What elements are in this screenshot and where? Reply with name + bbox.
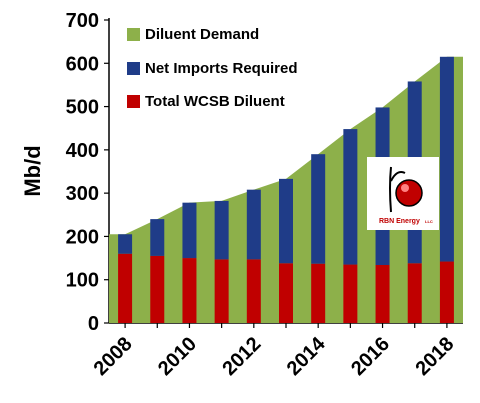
y-tick-label: 700	[66, 10, 99, 32]
legend-swatch	[127, 95, 140, 108]
bar-wcsb-2011	[214, 259, 229, 323]
x-tick-label: 2010	[154, 333, 201, 380]
y-tick-label: 500	[66, 97, 99, 119]
bar-imports-2010	[182, 202, 197, 259]
bar-imports-2012	[246, 189, 261, 260]
bar-wcsb-2010	[182, 258, 197, 323]
logo-ball	[395, 179, 423, 207]
x-tick-label: 2018	[411, 333, 458, 380]
bar-imports-2011	[214, 200, 229, 260]
y-tick-label: 0	[88, 313, 99, 335]
legend-swatch	[127, 28, 140, 41]
logo-stroke-arc	[390, 171, 406, 182]
bar-wcsb-2016	[375, 264, 390, 323]
bar-imports-2018	[439, 56, 454, 262]
bar-wcsb-2017	[407, 263, 422, 323]
bar-imports-2008	[118, 234, 133, 254]
logo-stroke-r	[389, 166, 392, 213]
bar-wcsb-2013	[279, 263, 293, 323]
bar-wcsb-2008	[118, 253, 133, 323]
y-axis-label: Mb/d	[20, 145, 45, 196]
legend-label: Total WCSB Diluent	[145, 93, 285, 110]
bar-imports-2013	[279, 178, 293, 264]
bar-imports-2009	[150, 219, 165, 256]
logo-ball-highlight	[401, 184, 409, 192]
rbn-energy-logo: RBN Energy LLC	[367, 157, 439, 230]
y-tick-label: 200	[66, 226, 99, 248]
logo-suffix: LLC	[425, 219, 433, 224]
bar-imports-2015	[343, 129, 358, 265]
legend-label: Diluent Demand	[145, 26, 259, 43]
legend: Diluent Demand Net Imports Required Total …	[127, 26, 298, 110]
y-tick-label: 300	[66, 183, 99, 205]
bar-wcsb-2015	[343, 264, 358, 323]
bar-wcsb-2018	[439, 261, 454, 323]
x-tick-label: 2016	[347, 333, 394, 380]
bar-wcsb-2009	[150, 255, 165, 323]
y-tick-label: 600	[66, 53, 99, 75]
bar-imports-2014	[311, 154, 326, 264]
bar-wcsb-2012	[246, 259, 261, 323]
bar-wcsb-2014	[311, 263, 326, 323]
x-tick-label: 2012	[218, 333, 265, 380]
x-tick-label: 2014	[283, 332, 331, 380]
x-tick-label: 2008	[90, 333, 137, 380]
logo-text: RBN Energy	[379, 218, 420, 225]
legend-swatch	[127, 62, 140, 75]
legend-label: Net Imports Required	[145, 60, 298, 77]
y-tick-label: 400	[66, 140, 99, 162]
y-tick-label: 100	[66, 270, 99, 292]
